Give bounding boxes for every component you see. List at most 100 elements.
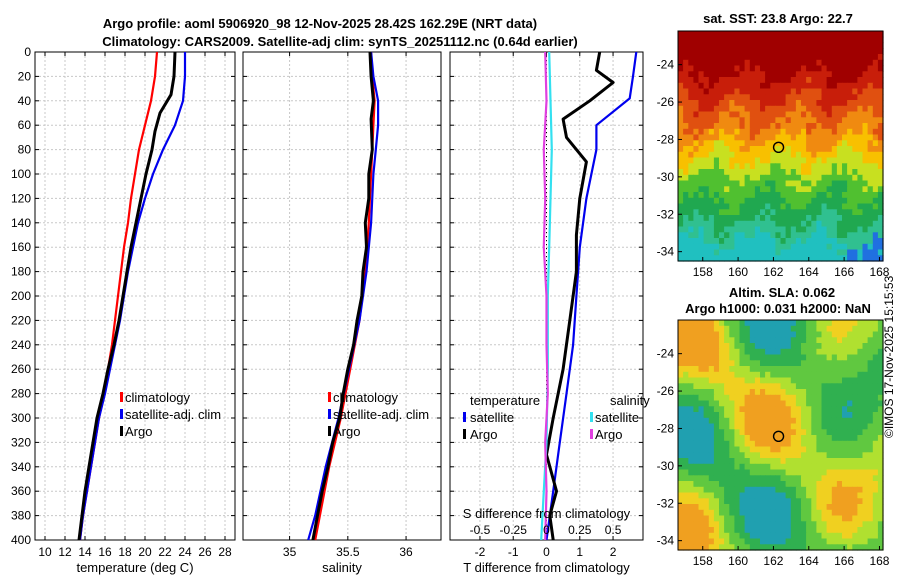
map-cell	[724, 65, 730, 72]
map-cell	[688, 140, 694, 147]
map-cell	[775, 36, 782, 44]
map-cell	[734, 366, 741, 373]
map-cell	[739, 203, 746, 210]
map-cell	[857, 209, 864, 216]
x-tick-label: 20	[138, 545, 152, 559]
map-cell	[688, 157, 694, 164]
map-cell	[693, 446, 700, 453]
map-cell	[801, 215, 807, 222]
map-cell	[719, 128, 725, 136]
map-cell	[867, 59, 874, 67]
map-cell	[775, 140, 782, 147]
map-cell	[842, 463, 848, 471]
map-cell	[801, 532, 807, 540]
map-cell	[713, 423, 720, 430]
map-cell	[744, 255, 751, 262]
map-cell	[724, 498, 730, 505]
map-cell	[842, 48, 848, 55]
map-cell	[801, 527, 807, 534]
map-cell	[760, 42, 766, 49]
map-cell	[678, 134, 684, 141]
map-cell	[693, 111, 700, 118]
y-tick-label: 20	[18, 69, 32, 83]
map-cell	[821, 180, 828, 187]
map-cell	[693, 435, 700, 442]
map-cell	[678, 348, 684, 356]
map-cell	[806, 377, 812, 384]
map-cell	[872, 31, 879, 38]
map-cell	[801, 423, 807, 430]
map-cell	[760, 169, 766, 176]
map-cell	[872, 377, 879, 384]
map-cell	[698, 31, 705, 38]
map-cell	[862, 174, 869, 182]
map-cell	[724, 169, 730, 176]
map-cell	[693, 412, 700, 419]
map-cell	[842, 88, 848, 95]
map-cell	[770, 209, 776, 216]
map-cell	[872, 105, 879, 113]
map-cell	[749, 42, 756, 49]
map-cell	[760, 331, 766, 338]
map-cell	[708, 174, 715, 182]
map-cell	[872, 243, 879, 251]
map-cell	[806, 492, 812, 499]
map-cell	[801, 481, 807, 488]
map-cell	[867, 238, 874, 245]
map-cell	[836, 65, 843, 72]
map-cell	[760, 435, 766, 442]
map-cell	[765, 226, 771, 233]
map-cell	[836, 232, 843, 239]
map-cell	[857, 532, 864, 540]
map-cell	[801, 389, 807, 396]
map-cell	[749, 140, 756, 147]
map-cell	[831, 163, 838, 170]
map-cell	[806, 389, 812, 396]
map-cell	[877, 128, 884, 136]
map-cell	[698, 174, 705, 182]
map-cell	[734, 377, 741, 384]
map-cell	[877, 232, 884, 239]
map-cell	[877, 31, 884, 38]
map-cell	[785, 475, 792, 482]
map-cell	[780, 429, 787, 436]
map-cell	[719, 475, 725, 482]
map-cell	[708, 65, 715, 72]
map-cell	[836, 140, 843, 147]
map-cell	[801, 59, 807, 67]
map-cell	[698, 538, 705, 545]
map-cell	[734, 360, 741, 367]
map-cell	[811, 446, 817, 453]
map-cell	[729, 232, 735, 239]
map-cell	[816, 429, 823, 436]
map-cell	[790, 36, 797, 44]
map-cell	[719, 226, 725, 233]
map-cell	[847, 371, 853, 379]
map-cell	[729, 383, 735, 390]
map-cell	[867, 232, 874, 239]
map-cell	[749, 354, 756, 361]
map-cell	[780, 475, 787, 482]
map-cell	[683, 59, 689, 67]
map-cell	[867, 249, 874, 256]
map-cell	[795, 100, 802, 107]
map-cell	[770, 521, 776, 528]
map-cell	[842, 532, 848, 540]
map-cell	[826, 521, 833, 528]
map-cell	[734, 59, 741, 67]
map-cell	[867, 400, 874, 407]
map-cell	[703, 163, 710, 170]
s-tick-label: 0.5	[605, 523, 622, 537]
map-cell	[719, 389, 725, 396]
map-cell	[708, 249, 715, 256]
map-cell	[877, 343, 884, 350]
map-cell	[754, 371, 761, 379]
map-cell	[842, 146, 848, 153]
map-cell	[806, 151, 812, 159]
map-cell	[836, 486, 843, 494]
map-cell	[857, 226, 864, 233]
map-cell	[724, 509, 730, 517]
map-cell	[857, 123, 864, 130]
map-cell	[847, 140, 853, 147]
map-cell	[790, 325, 797, 333]
